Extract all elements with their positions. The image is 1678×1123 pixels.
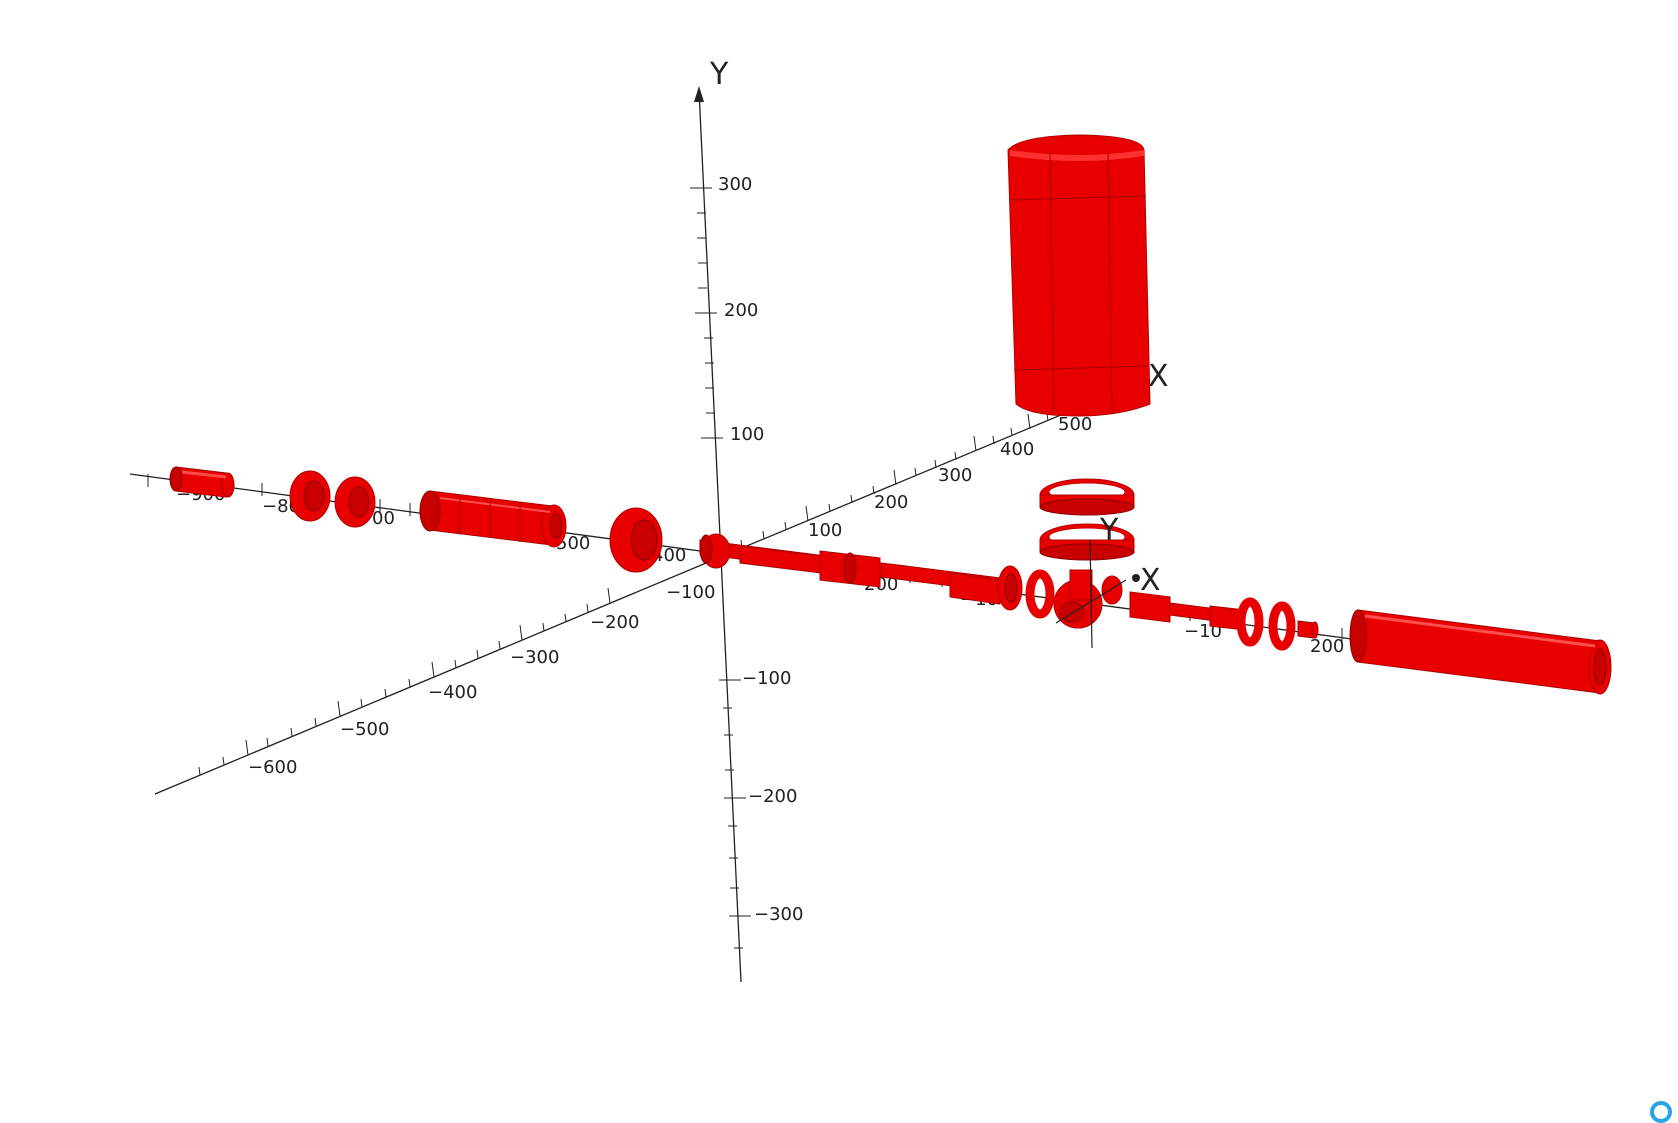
part-ring-1[interactable] — [289, 470, 331, 522]
part-ring-6[interactable] — [1268, 601, 1296, 651]
y-tick-label: −200 — [748, 786, 797, 807]
y-tick-label: −300 — [754, 904, 803, 925]
part-segmented-cylinder[interactable] — [419, 490, 567, 548]
x-tick-label: −400 — [428, 682, 477, 703]
part-thick-ring[interactable] — [609, 507, 663, 573]
part-main-shaft[interactable] — [699, 533, 1001, 605]
x-axis-front-ticks — [198, 587, 611, 776]
y-tick-label: 200 — [724, 300, 758, 321]
z-tick-label: 500 — [556, 533, 590, 554]
x-tick-label: −600 — [248, 757, 297, 778]
triad-x-label: X — [1140, 563, 1161, 598]
x-axis-front-line — [154, 557, 719, 795]
part-ring-4[interactable] — [1025, 569, 1055, 619]
y-axis-ticks — [690, 187, 751, 949]
part-small-cylinder[interactable] — [169, 466, 235, 498]
z-tick-label: 200 — [1310, 636, 1344, 657]
x-tick-label: 300 — [938, 465, 972, 486]
part-large-right-cylinder[interactable] — [1349, 609, 1612, 695]
z-tick-label: −100 — [666, 582, 715, 603]
y-axis-arrow — [694, 86, 704, 102]
x-tick-label: 500 — [1058, 414, 1092, 435]
part-ring-2[interactable] — [334, 476, 376, 528]
part-ring-3[interactable] — [997, 565, 1023, 611]
x-tick-label: 400 — [1000, 439, 1034, 460]
x-tick-label: 100 — [808, 520, 842, 541]
y-tick-label: 100 — [730, 424, 764, 445]
x-tick-label: −200 — [590, 612, 639, 633]
x-tick-label: 200 — [874, 492, 908, 513]
x-tick-label: −300 — [510, 647, 559, 668]
x-axis-back-ticks — [740, 412, 1049, 549]
part-hub[interactable] — [1053, 569, 1123, 629]
part-ring-5[interactable] — [1236, 597, 1264, 647]
z-tick-label: 00 — [372, 508, 395, 529]
y-tick-label: 300 — [718, 174, 752, 195]
part-flat-ring-top[interactable] — [1039, 478, 1135, 516]
y-axis-name: Y — [709, 57, 729, 92]
x-tick-label: −500 — [340, 719, 389, 740]
part-small-bush[interactable] — [1297, 620, 1319, 639]
part-flat-ring-bottom[interactable] — [1039, 523, 1135, 561]
assembly-parts[interactable] — [169, 134, 1612, 695]
part-tall-cylinder[interactable] — [1007, 134, 1151, 417]
local-axis-triad: X Y — [1055, 513, 1161, 649]
y-tick-label: −100 — [742, 668, 791, 689]
triad-y-label: Y — [1099, 513, 1119, 548]
view-cube-icon[interactable] — [1650, 1101, 1672, 1123]
x-axis-name: X — [1148, 359, 1169, 394]
x-axis-back-line — [717, 401, 1093, 559]
